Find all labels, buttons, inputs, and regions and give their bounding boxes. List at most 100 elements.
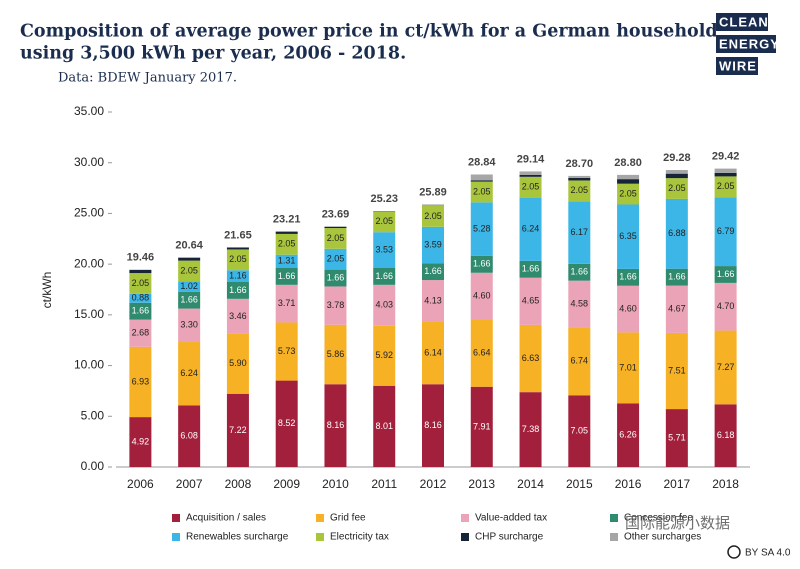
total-label: 28.80 [614,157,642,169]
data-label: 1.66 [473,259,491,269]
data-label: 4.13 [424,295,442,305]
data-label: 2.05 [327,233,345,243]
data-label: 7.22 [229,425,247,435]
data-label: 5.90 [229,358,247,368]
x-tick-label: 2009 [273,477,300,491]
total-label: 23.21 [273,213,301,225]
y-tick-label: 5.00 [81,408,105,422]
watermark: 国际能源小数据 [625,515,730,532]
x-tick-label: 2017 [663,477,690,491]
bar-segment [568,178,590,181]
y-tick-label: 10.00 [74,358,104,372]
data-label: 6.93 [132,376,150,386]
data-label: 4.60 [619,303,637,313]
data-label: 5.28 [473,224,491,234]
y-axis-label: ct/kWh [40,272,54,309]
bar-segment [178,258,200,261]
data-label: 2.05 [522,182,540,192]
data-label: 6.14 [424,347,442,357]
data-label: 3.59 [424,239,442,249]
data-label: 2.05 [571,185,589,195]
legend-label: Grid fee [330,513,366,524]
data-label: 1.66 [522,264,540,274]
legend-label: CHP surcharge [475,532,544,543]
total-label: 29.28 [663,152,691,164]
logo: CLEAN ENERGY WIRE [716,13,780,75]
data-label: 0.88 [132,293,150,303]
data-label: 6.74 [571,356,589,366]
y-tick-label: 0.00 [81,459,105,473]
chart-subtitle: Data: BDEW January 2017. [58,71,237,86]
bar-segment [324,227,346,228]
data-label: 6.24 [180,368,198,378]
bar-segment [617,175,639,179]
data-label: 7.27 [717,362,735,372]
data-label: 1.66 [424,266,442,276]
data-label: 1.66 [132,306,150,316]
data-label: 1.66 [619,272,637,282]
data-label: 5.92 [375,350,393,360]
license: BY SA 4.0 [745,548,791,559]
data-label: 2.05 [668,183,686,193]
data-label: 3.30 [180,320,198,330]
data-label: 1.16 [229,270,247,280]
legend-swatch [316,533,324,541]
data-label: 4.92 [132,436,150,446]
data-label: 1.66 [375,271,393,281]
bar-segment [129,270,151,273]
data-label: 6.26 [619,430,637,440]
data-label: 1.66 [668,272,686,282]
data-label: 3.78 [327,300,345,310]
bar-segment [568,176,590,178]
legend-label: Electricity tax [330,532,389,543]
data-label: 7.05 [571,426,589,436]
data-label: 6.63 [522,353,540,363]
x-tick-label: 2014 [517,477,544,491]
data-label: 4.67 [668,304,686,314]
total-label: 28.70 [566,158,594,170]
legend-swatch [461,514,469,522]
total-label: 20.64 [175,240,203,252]
y-tick-label: 25.00 [74,206,104,220]
data-label: 8.16 [424,420,442,430]
total-label: 29.42 [712,151,740,163]
data-label: 6.24 [522,224,540,234]
data-label: 6.88 [668,228,686,238]
data-label: 4.65 [522,296,540,306]
data-label: 4.60 [473,290,491,300]
data-label: 1.66 [180,295,198,305]
data-label: 6.64 [473,347,491,357]
data-label: 2.05 [180,265,198,275]
bar-segment [276,232,298,234]
legend-label: Renewables surcharge [186,532,289,543]
legend-swatch [172,514,180,522]
data-label: 2.05 [424,211,442,221]
data-label: 1.66 [278,271,296,281]
data-label: 4.03 [375,300,393,310]
logo-text: CLEAN [719,14,769,29]
data-label: 6.35 [619,231,637,241]
data-label: 1.66 [717,269,735,279]
data-label: 1.66 [571,267,589,277]
logo-text: WIRE [719,58,757,73]
data-label: 8.52 [278,418,296,428]
bar-segment [666,170,688,174]
bar-segment [520,175,542,177]
data-label: 1.31 [278,256,296,266]
chart-title: Composition of average power price in ct… [20,22,718,42]
data-label: 4.58 [571,298,589,308]
x-tick-label: 2008 [225,477,252,491]
data-label: 6.08 [180,431,198,441]
data-label: 8.01 [375,421,393,431]
data-label: 2.05 [327,254,345,264]
data-label: 2.05 [229,254,247,264]
data-label: 5.73 [278,346,296,356]
cc-icon [728,546,740,558]
legend-swatch [172,533,180,541]
data-label: 2.05 [132,278,150,288]
legend-swatch [610,533,618,541]
data-label: 5.71 [668,432,686,442]
y-tick-label: 20.00 [74,256,104,270]
total-label: 25.89 [419,186,447,198]
bar-segment [471,174,493,180]
